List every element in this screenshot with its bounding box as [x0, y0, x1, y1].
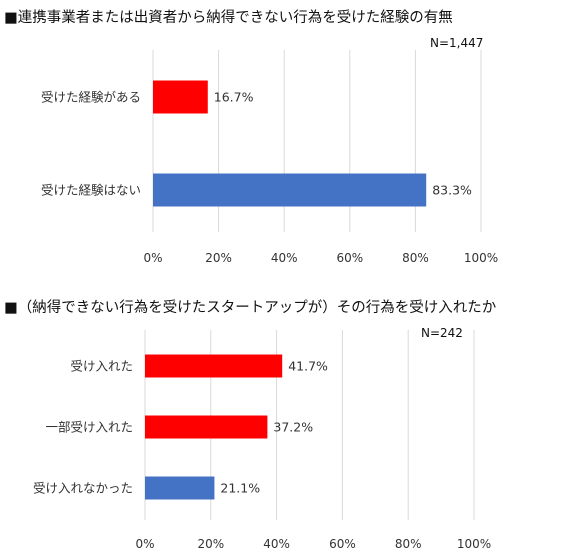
category-label: 一部受け入れた	[45, 420, 133, 435]
chart-plot: 0% 20% 40% 60% 80% 100% 受け入れた 41.7% 一部受け入れた 37.2%…	[33, 330, 491, 551]
x-tick-label: 20%	[197, 537, 224, 551]
bar	[145, 415, 268, 439]
sample-size-label: N=1,447	[430, 36, 484, 50]
x-tick-label: 60%	[329, 537, 356, 551]
x-tick-label: 40%	[271, 251, 298, 265]
data-label: 41.7%	[288, 359, 328, 374]
chart-plot: 0% 20% 40% 60% 80% 100% 受けた経験がある 16.7% 受けた経験はない 8…	[41, 50, 498, 265]
category-label: 受け入れなかった	[33, 481, 133, 496]
category-label: 受けた経験はない	[41, 183, 141, 198]
x-tick-label: 60%	[336, 251, 363, 265]
data-label: 21.1%	[220, 481, 260, 496]
data-label: 83.3%	[432, 183, 472, 198]
chart-experience: ■連携事業者または出資者から納得できない行為を受けた経験の有無 N=1,447 …	[0, 0, 563, 275]
x-tick-label: 0%	[135, 537, 154, 551]
x-tick-label: 100%	[457, 537, 491, 551]
data-label: 16.7%	[214, 90, 254, 105]
data-label: 37.2%	[273, 420, 313, 435]
x-tick-label: 100%	[464, 251, 498, 265]
x-tick-label: 80%	[395, 537, 422, 551]
category-label: 受けた経験がある	[41, 90, 141, 105]
bar	[145, 476, 215, 500]
category-label: 受け入れた	[70, 359, 133, 374]
x-tick-label: 80%	[402, 251, 429, 265]
bar	[153, 173, 427, 207]
chart-acceptance: ■（納得できない行為を受けたスタートアップが）その行為を受け入れたか N=242…	[0, 288, 563, 553]
sample-size-label: N=242	[421, 326, 463, 340]
x-tick-label: 20%	[205, 251, 232, 265]
bar	[145, 354, 283, 378]
x-tick-label: 0%	[143, 251, 162, 265]
chart-title: ■（納得できない行為を受けたスタートアップが）その行為を受け入れたか	[4, 300, 497, 316]
chart-title: ■連携事業者または出資者から納得できない行為を受けた経験の有無	[4, 10, 453, 26]
bar	[153, 80, 208, 114]
x-tick-label: 40%	[263, 537, 290, 551]
